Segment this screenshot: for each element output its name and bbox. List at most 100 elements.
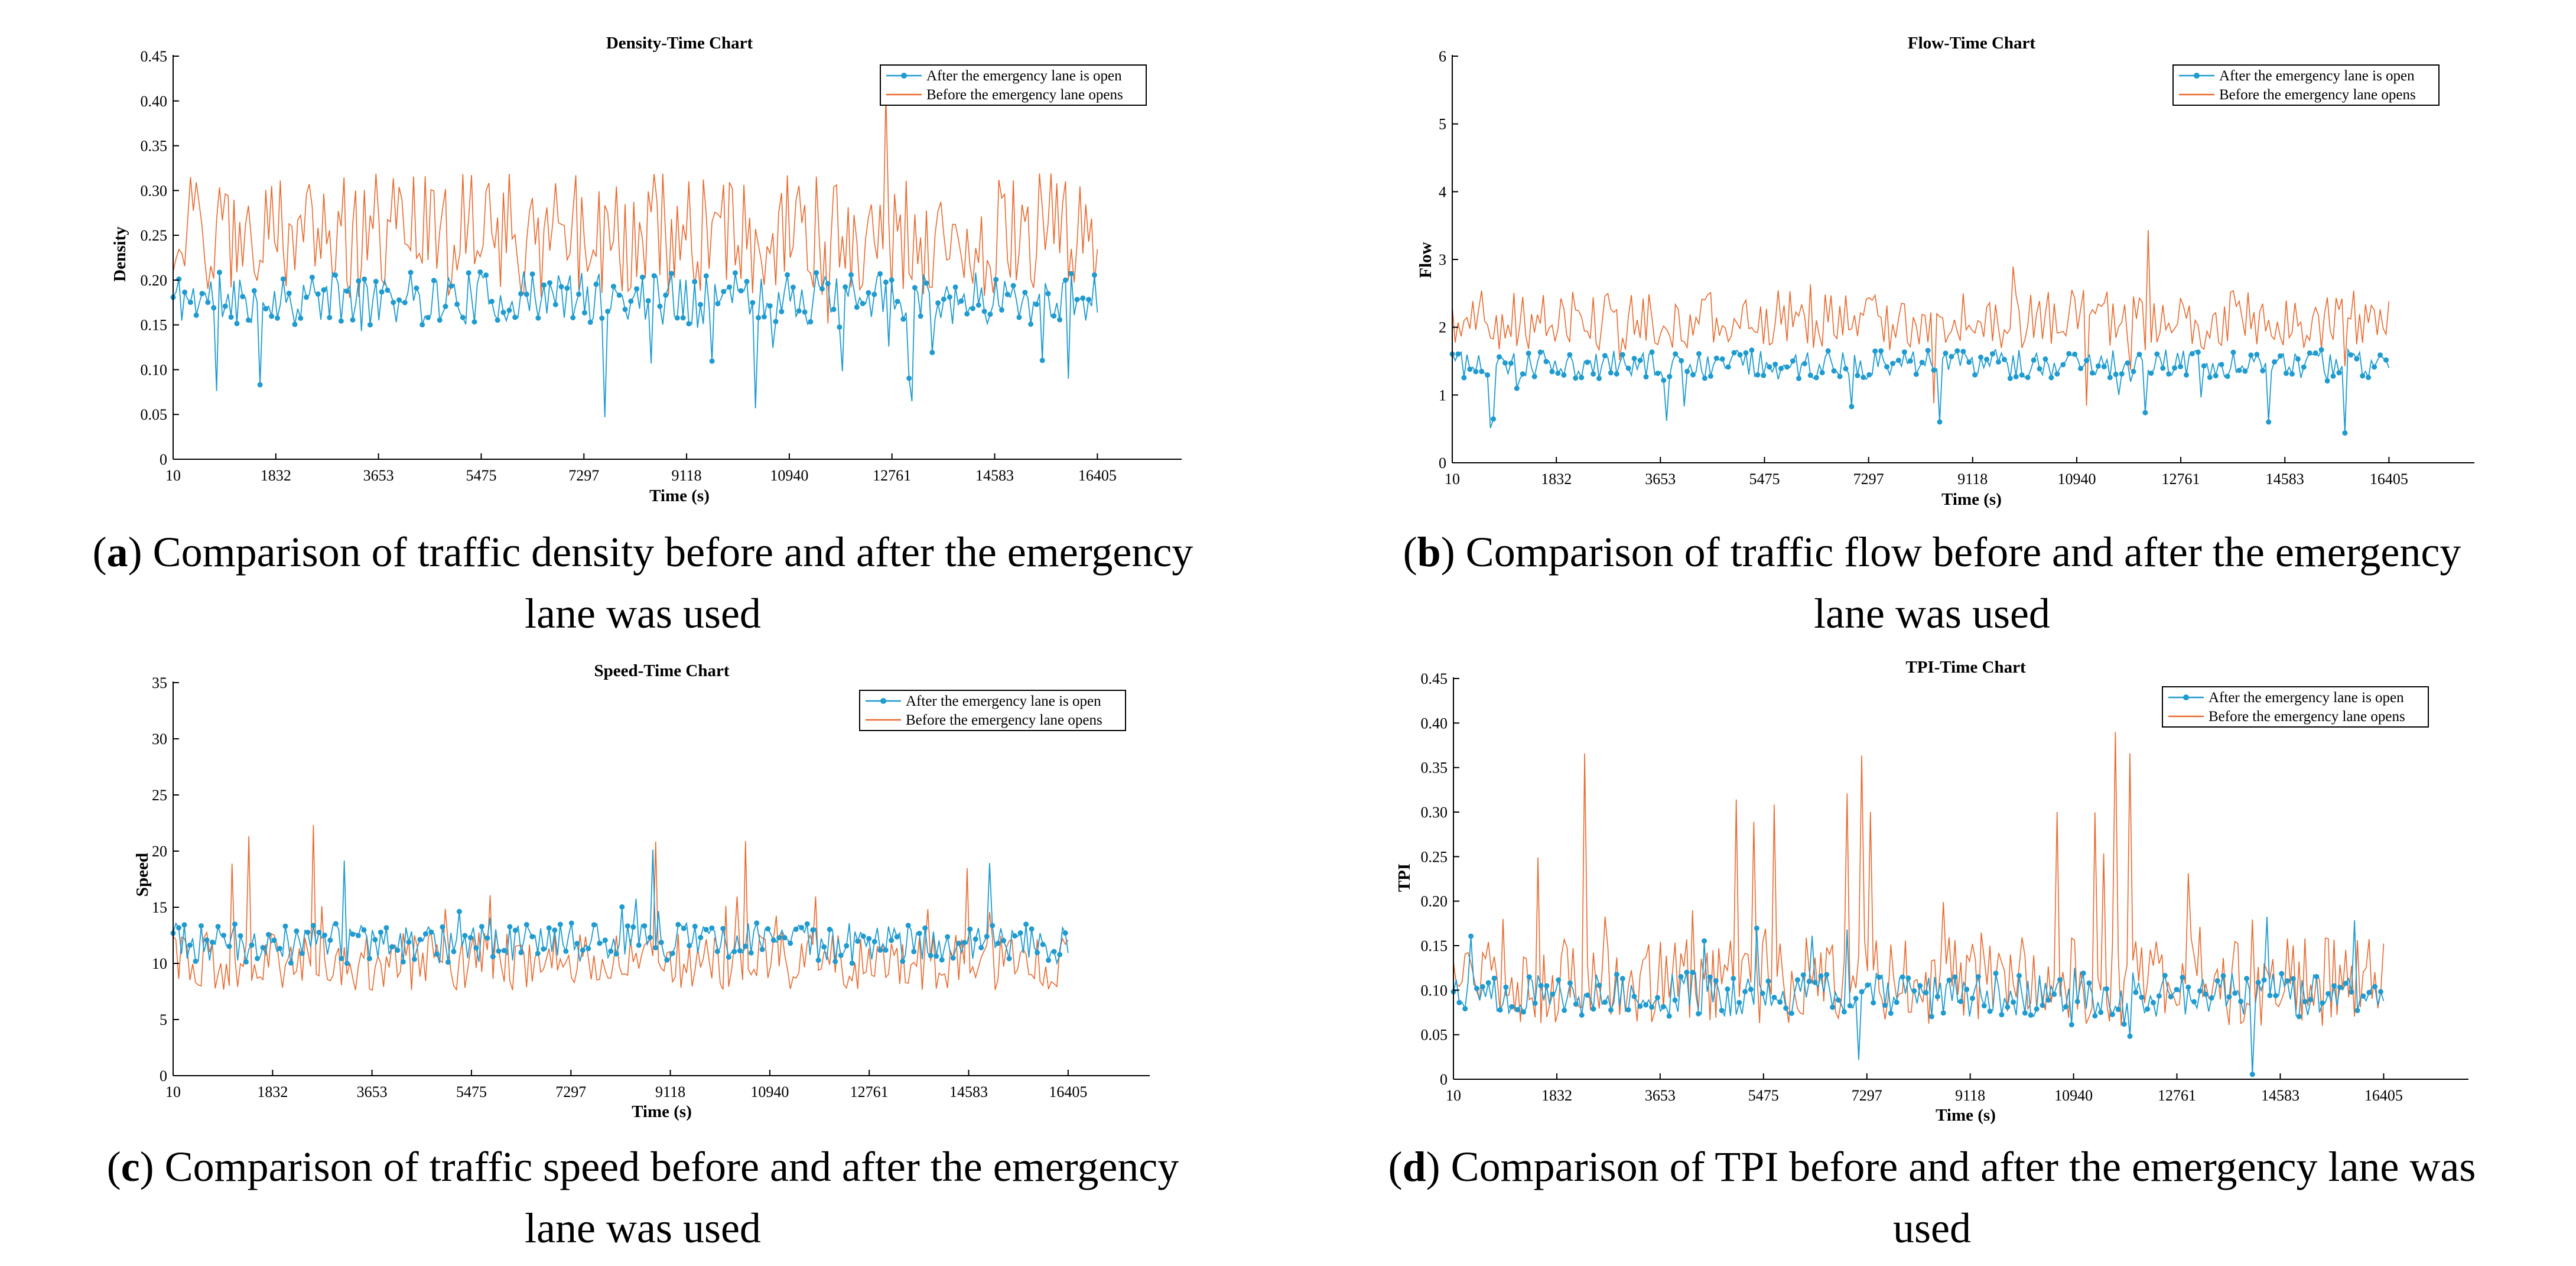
series-point-after <box>703 273 709 279</box>
series-point-after <box>738 288 744 294</box>
series-point-after <box>1491 416 1497 422</box>
series-point-after <box>1934 994 1940 999</box>
series-point-after <box>709 358 715 364</box>
series-point-after <box>546 925 552 931</box>
series-point-after <box>1702 375 1707 381</box>
series-point-after <box>2104 986 2110 992</box>
caption-c: (c) Comparison of traffic speed before a… <box>107 1143 1179 1190</box>
x-tick-label: 14583 <box>949 1083 988 1101</box>
series-point-after <box>535 315 541 321</box>
series-point-after <box>2086 980 2092 986</box>
series-point-after <box>2057 977 2063 983</box>
series-point-after <box>1502 360 1508 366</box>
series-point-after <box>456 908 462 914</box>
series-point-after <box>402 300 408 306</box>
y-tick-label: 35 <box>152 674 167 692</box>
caption-letter-b: b <box>1417 528 1441 576</box>
series-point-after <box>726 954 731 960</box>
series-point-after <box>1649 349 1655 355</box>
series-point-after <box>299 950 305 956</box>
y-tick-label: 0 <box>160 1067 167 1085</box>
ylabel-flow: Flow <box>1416 242 1435 278</box>
caption-a: (a) Comparison of traffic density before… <box>93 528 1193 576</box>
series-point-after <box>934 953 939 959</box>
series-point-after <box>687 943 692 949</box>
series-point-after <box>1619 352 1625 358</box>
series-point-after <box>788 940 793 946</box>
series-point-after <box>391 300 396 306</box>
series-point-after <box>1585 992 1591 998</box>
series-point-after <box>1608 1007 1614 1013</box>
series-point-after <box>257 382 263 388</box>
series-point-after <box>1859 989 1865 995</box>
series-point-after <box>1625 365 1631 371</box>
series-point-after <box>1057 952 1063 957</box>
series-point-after <box>411 956 417 962</box>
series-point-after <box>984 933 990 939</box>
y-tick-label: 0.40 <box>141 93 168 110</box>
x-tick-label: 10 <box>165 1083 181 1101</box>
series-point-after <box>1928 1014 1934 1020</box>
series-point-after <box>462 933 468 939</box>
series-point-after <box>1556 977 1562 983</box>
series-point-after <box>981 309 987 314</box>
series-point-after <box>796 308 802 314</box>
x-tick-label: 5475 <box>456 1083 487 1101</box>
series-point-after <box>1725 364 1731 370</box>
series-point-after <box>1855 372 1861 378</box>
series-point-after <box>344 960 350 966</box>
series-point-after <box>2267 992 2273 998</box>
series-point-after <box>210 939 215 945</box>
series-point-after <box>808 319 814 324</box>
series-point-after <box>222 303 228 309</box>
series-point-after <box>490 954 496 960</box>
plot-area-flow: 0 1 2 3 4 5 6 10 1832 3653 5475 7297 9118 10940 12761 1… <box>1439 48 2474 488</box>
series-point-after <box>2195 349 2201 355</box>
series-point-after <box>1004 291 1010 297</box>
series-point-after <box>238 933 243 939</box>
series-point-after <box>956 940 962 946</box>
series-point-after <box>2016 973 2022 979</box>
series-point-after <box>630 924 636 930</box>
series-point-after <box>1643 1002 1649 1008</box>
x-tick-label: 5475 <box>1749 470 1780 488</box>
series-point-after <box>400 959 406 965</box>
series-point-after <box>634 286 640 292</box>
series-point-after <box>471 319 477 325</box>
series-point-after <box>2054 371 2060 377</box>
series-point-after <box>1812 979 1818 985</box>
series-point-after <box>389 944 395 950</box>
series-point-after <box>1091 272 1097 278</box>
series-point-after <box>990 923 996 929</box>
series-point-after <box>1684 969 1690 975</box>
series-point-after <box>1970 995 1975 1001</box>
series-point-after <box>1884 364 1890 370</box>
legend-marker-after <box>2194 73 2200 79</box>
series-point-after <box>176 925 181 931</box>
series-point-after <box>523 922 529 927</box>
series-point-after <box>837 324 843 330</box>
series-point-after <box>440 924 445 930</box>
series-point-after <box>2220 973 2226 979</box>
series-point-after <box>1619 976 1625 982</box>
series-point-after <box>669 950 675 956</box>
y-tick-label: 0.45 <box>141 48 168 65</box>
series-point-after <box>2254 352 2260 358</box>
series-point-after <box>361 927 367 933</box>
series-point-after <box>995 940 1001 946</box>
legend-label-before: Before the emergency lane opens <box>926 87 1123 103</box>
series-line-before <box>173 824 1069 991</box>
y-tick-label: 5 <box>160 1011 167 1028</box>
series-point-after <box>1978 354 1984 360</box>
series-point-after <box>2249 1072 2255 1077</box>
series-point-after <box>821 944 827 950</box>
series-point-after <box>1806 979 1812 984</box>
series-point-after <box>1767 364 1772 370</box>
panel-speed: Speed-Time Chart Speed Time (s) 0 5 10 15 20… <box>107 661 1179 1252</box>
y-tick-label: 25 <box>152 787 167 804</box>
y-tick-label: 0.10 <box>141 361 168 378</box>
series-point-after <box>1882 1002 1888 1008</box>
series-point-after <box>1456 999 1462 1005</box>
series-point-after <box>512 927 518 933</box>
series-point-after <box>221 933 226 939</box>
